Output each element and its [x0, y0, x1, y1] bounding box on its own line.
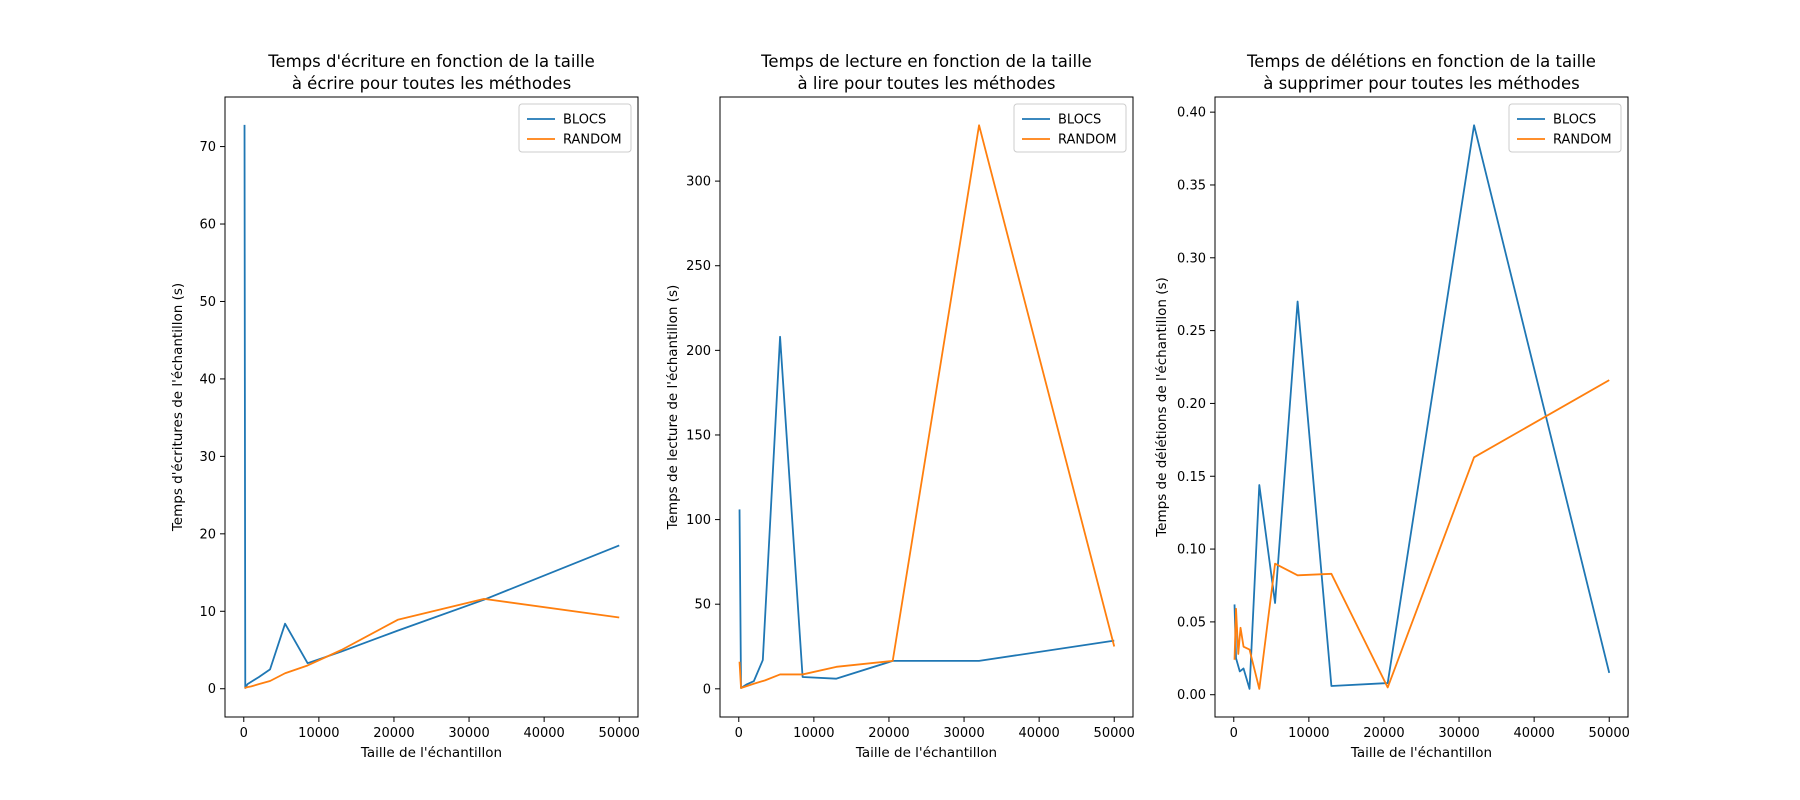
- x-tick-label: 30000: [943, 726, 984, 741]
- x-tick-label: 30000: [1438, 726, 1479, 741]
- x-axis-label: Taille de l'échantillon: [360, 745, 502, 761]
- y-axis-label: Temps de lecture de l'échantillon (s): [665, 285, 681, 531]
- x-axis-label: Taille de l'échantillon: [855, 745, 997, 761]
- y-tick-label: 0.15: [1177, 470, 1206, 485]
- y-tick-label: 30: [199, 450, 216, 465]
- y-tick-label: 50: [694, 598, 711, 613]
- x-tick-label: 30000: [448, 726, 489, 741]
- y-tick-label: 200: [686, 344, 711, 359]
- legend-box: [1508, 103, 1622, 153]
- series-line-blocs: [243, 124, 620, 689]
- chart-title-line-2: à supprimer pour toutes les méthodes: [1263, 74, 1580, 93]
- y-tick-label: 150: [686, 428, 711, 443]
- x-axis-label: Taille de l'échantillon: [1350, 745, 1492, 761]
- axes-frame: [719, 96, 1134, 718]
- chart-title-line-2: à lire pour toutes les méthodes: [798, 74, 1056, 93]
- y-axis-label: Temps d'écritures de l'échantillon (s): [170, 283, 186, 532]
- x-tick-label: 40000: [1513, 726, 1554, 741]
- y-tick-label: 0.10: [1177, 543, 1206, 558]
- chart-title-line-2: à écrire pour toutes les méthodes: [292, 74, 571, 93]
- series-line-blocs: [738, 335, 1115, 689]
- x-tick-label: 40000: [523, 726, 564, 741]
- y-tick-label: 0.35: [1177, 178, 1206, 193]
- x-tick-label: 20000: [1363, 726, 1404, 741]
- y-tick-label: 0.05: [1177, 615, 1206, 630]
- series-line-blocs: [1233, 124, 1611, 690]
- y-tick-label: 0.00: [1177, 688, 1206, 703]
- y-tick-label: 60: [199, 218, 216, 233]
- y-tick-label: 20: [199, 527, 216, 542]
- legend-label-blocs: BLOCS: [563, 113, 606, 128]
- legend-label-random: RANDOM: [563, 133, 622, 148]
- y-tick-label: 10: [199, 605, 216, 620]
- y-tick-label: 0: [208, 682, 216, 697]
- legend-box: [518, 103, 632, 153]
- x-tick-label: 10000: [298, 726, 339, 741]
- subplot-3: Temps de délétions en fonction de la tai…: [1154, 52, 1630, 761]
- chart-title-line-1: Temps de lecture en fonction de la taill…: [760, 52, 1092, 71]
- x-tick-label: 0: [735, 726, 743, 741]
- y-tick-label: 70: [199, 140, 216, 155]
- legend-label-random: RANDOM: [1553, 133, 1612, 148]
- x-tick-label: 0: [1230, 726, 1238, 741]
- x-tick-label: 10000: [793, 726, 834, 741]
- y-tick-label: 50: [199, 295, 216, 310]
- y-tick-label: 40: [199, 372, 216, 387]
- legend: BLOCS RANDOM: [1013, 103, 1127, 153]
- legend: BLOCS RANDOM: [1508, 103, 1622, 153]
- series-line-random: [1233, 379, 1610, 690]
- series-line-random: [244, 597, 620, 689]
- legend-label-blocs: BLOCS: [1553, 113, 1596, 128]
- subplot-2: Temps de lecture en fonction de la taill…: [665, 52, 1135, 761]
- y-tick-label: 250: [686, 259, 711, 274]
- x-tick-label: 20000: [373, 726, 414, 741]
- x-tick-label: 20000: [868, 726, 909, 741]
- x-tick-label: 0: [240, 726, 248, 741]
- axes-frame: [1214, 96, 1629, 718]
- y-axis-label: Temps de délétions de l'échantillon (s): [1154, 277, 1170, 538]
- y-tick-label: 0.40: [1177, 106, 1206, 121]
- x-tick-label: 50000: [599, 726, 640, 741]
- y-tick-label: 300: [686, 175, 711, 190]
- chart-title-line-1: Temps d'écriture en fonction de la taill…: [267, 52, 595, 71]
- y-tick-label: 0.20: [1177, 397, 1206, 412]
- y-tick-label: 0: [703, 682, 711, 697]
- legend-label-blocs: BLOCS: [1058, 113, 1101, 128]
- x-tick-label: 50000: [1589, 726, 1630, 741]
- y-tick-label: 0.30: [1177, 251, 1206, 266]
- legend-box: [1013, 103, 1127, 153]
- chart-title-line-1: Temps de délétions en fonction de la tai…: [1246, 52, 1596, 71]
- subplot-1: Temps d'écriture en fonction de la taill…: [170, 52, 640, 761]
- x-tick-label: 40000: [1018, 726, 1059, 741]
- legend-label-random: RANDOM: [1058, 133, 1117, 148]
- y-tick-label: 0.25: [1177, 324, 1206, 339]
- axes-frame: [224, 96, 639, 718]
- series-line-random: [738, 124, 1116, 689]
- y-tick-label: 100: [686, 513, 711, 528]
- x-tick-label: 10000: [1288, 726, 1329, 741]
- x-tick-label: 50000: [1094, 726, 1135, 741]
- legend: BLOCS RANDOM: [518, 103, 632, 153]
